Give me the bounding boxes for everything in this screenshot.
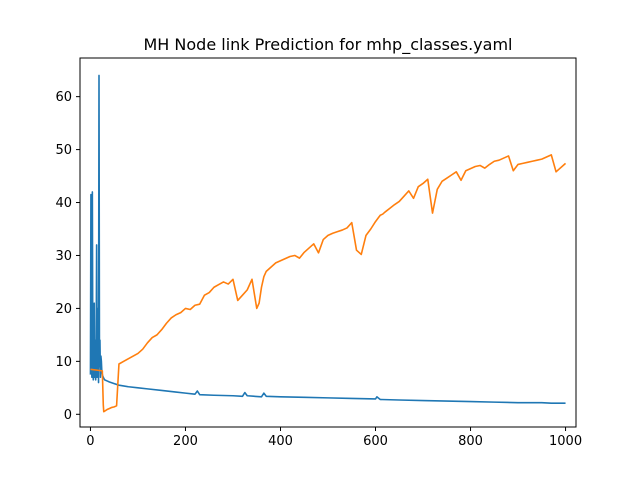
series-layer bbox=[89, 74, 567, 413]
x-tick-label: 0 bbox=[86, 434, 94, 449]
x-tick-label: 200 bbox=[173, 434, 198, 449]
x-tick-label: 600 bbox=[363, 434, 388, 449]
y-axis: 0 10 20 30 40 50 60 bbox=[55, 90, 80, 423]
y-tick-label: 60 bbox=[55, 90, 72, 105]
x-tick-label: 1000 bbox=[549, 434, 582, 449]
series-line-2 bbox=[90, 154, 567, 413]
y-tick-label: 40 bbox=[55, 196, 72, 211]
y-tick-label: 20 bbox=[55, 302, 72, 317]
series-line-1 bbox=[89, 74, 566, 404]
chart-title: MH Node link Prediction for mhp_classes.… bbox=[144, 35, 513, 55]
y-tick-label: 30 bbox=[55, 249, 72, 264]
y-tick-label: 0 bbox=[64, 408, 72, 423]
y-tick-label: 10 bbox=[55, 355, 72, 370]
x-tick-label: 400 bbox=[268, 434, 293, 449]
plot-frame bbox=[79, 57, 577, 428]
x-tick-label: 800 bbox=[458, 434, 483, 449]
x-axis: 0 200 400 600 800 1000 bbox=[86, 427, 582, 449]
y-tick-label: 50 bbox=[55, 143, 72, 158]
